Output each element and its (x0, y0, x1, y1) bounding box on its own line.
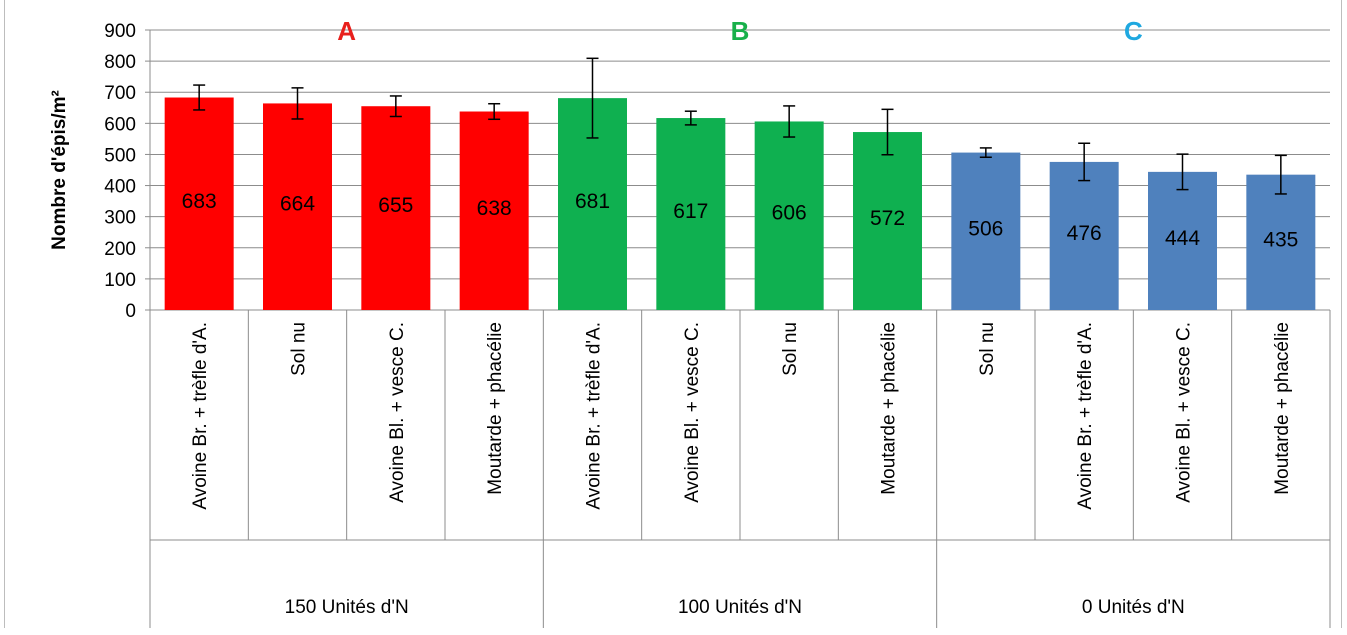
category-label: Avoine Bl. + vesce C. (682, 322, 703, 503)
group-letter: C (1124, 16, 1143, 46)
y-tick-label: 600 (104, 114, 136, 135)
category-label: Sol nu (289, 322, 310, 376)
data-label: 444 (1165, 227, 1200, 250)
category-label: Moutarde + phacélie (485, 322, 506, 495)
y-tick-label: 700 (104, 83, 136, 104)
category-label: Avoine Br. + trèfle d'A. (190, 322, 211, 510)
data-label: 476 (1067, 222, 1102, 245)
bar (1246, 174, 1316, 310)
group-letter: A (337, 16, 356, 46)
data-label: 683 (182, 190, 217, 213)
category-label: Moutarde + phacélie (879, 322, 900, 495)
group-letter: B (731, 16, 750, 46)
category-label: Sol nu (977, 322, 998, 376)
y-tick-label: 900 (104, 21, 136, 42)
y-tick-label: 800 (104, 52, 136, 73)
category-label: Avoine Bl. + vesce C. (1174, 322, 1195, 503)
y-tick-label: 0 (125, 301, 136, 322)
group-label: 150 Unités d'N (285, 597, 409, 618)
group-label: 0 Unités d'N (1082, 597, 1185, 618)
bar (1049, 161, 1119, 310)
y-tick-label: 100 (104, 270, 136, 291)
bar (361, 106, 431, 310)
bar (263, 103, 332, 310)
category-label: Sol nu (780, 322, 801, 376)
bar (754, 121, 824, 310)
y-tick-label: 200 (104, 239, 136, 260)
bar (853, 132, 922, 310)
bar (656, 118, 726, 311)
data-label: 435 (1263, 228, 1298, 251)
bar (1148, 171, 1217, 310)
y-axis-title: Nombre d'épis/m² (49, 90, 70, 250)
bar (951, 152, 1021, 310)
data-label: 617 (673, 200, 708, 223)
data-label: 606 (772, 202, 807, 225)
category-label: Avoine Br. + trèfle d'A. (584, 322, 605, 510)
data-label: 506 (968, 217, 1003, 240)
data-label: 664 (280, 193, 315, 216)
group-label: 100 Unités d'N (678, 597, 802, 618)
bar (164, 97, 234, 310)
category-label: Avoine Bl. + vesce C. (387, 322, 408, 503)
y-tick-label: 400 (104, 177, 136, 198)
data-label: 572 (870, 207, 905, 230)
category-label: Avoine Br. + trèfle d'A. (1075, 322, 1096, 510)
category-label: Moutarde + phacélie (1272, 322, 1293, 495)
y-tick-label: 300 (104, 208, 136, 229)
bar (459, 111, 529, 310)
y-tick-label: 500 (104, 145, 136, 166)
data-label: 681 (575, 190, 610, 213)
data-label: 638 (477, 197, 512, 220)
data-label: 655 (378, 194, 413, 217)
